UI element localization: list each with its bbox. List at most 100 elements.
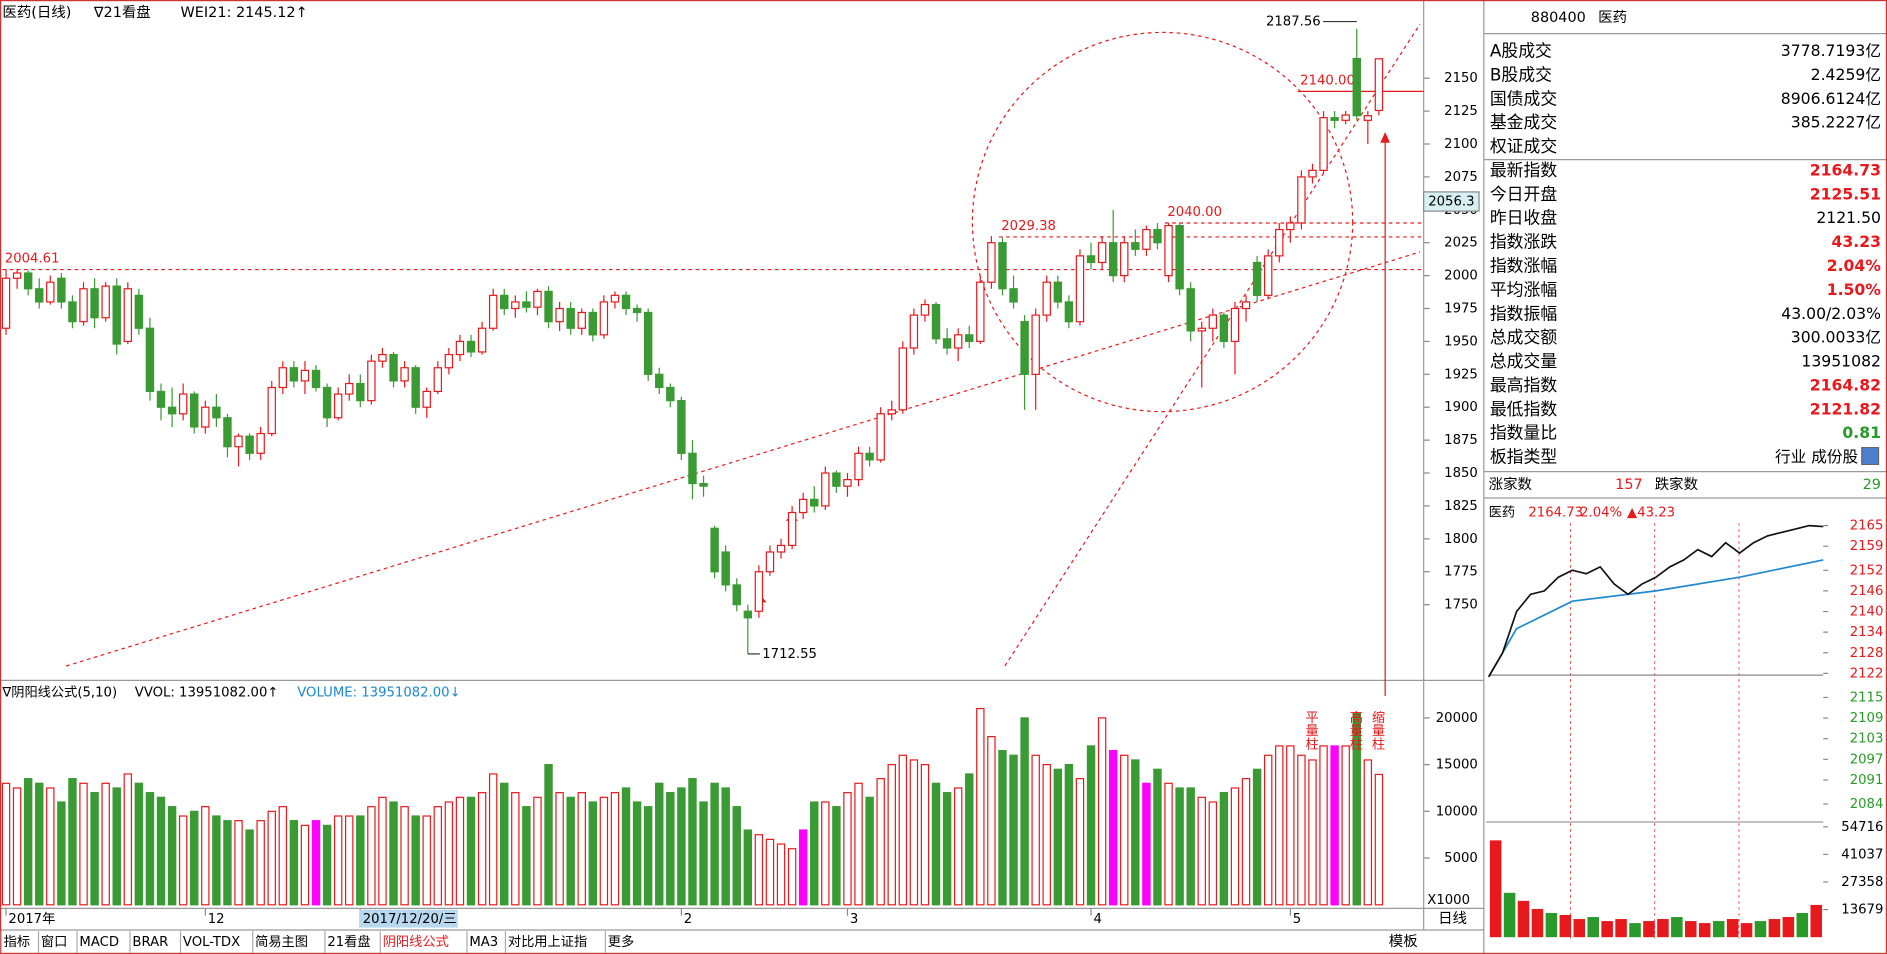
candle-body — [190, 393, 199, 428]
candle-body — [1363, 115, 1373, 121]
volume-bar — [356, 815, 365, 906]
intraday-volume-bar — [1587, 917, 1599, 938]
volume-bar — [1175, 787, 1184, 906]
toolbar-tab[interactable]: BRAR — [132, 935, 168, 950]
candle-body — [743, 610, 753, 619]
intraday-volume-bar — [1531, 908, 1544, 938]
volume-bar — [987, 735, 996, 906]
candle-body — [1297, 176, 1306, 224]
intraday-volume-bar — [1643, 921, 1655, 938]
price-level-label: 2004.61 — [5, 252, 60, 267]
candle-body — [998, 242, 1007, 290]
volume-bar — [588, 801, 598, 906]
candle-body — [134, 294, 144, 329]
y-tick-label: 13679 — [1841, 903, 1883, 918]
chart-tab[interactable]: ∇21看盘 — [93, 3, 151, 21]
volume-bar — [909, 759, 919, 906]
volume-bar — [1009, 754, 1018, 906]
volume-bar — [643, 806, 653, 906]
candle-body — [577, 311, 586, 329]
candle-body — [555, 307, 564, 323]
candle-body — [688, 452, 697, 485]
candle-body — [643, 311, 653, 375]
candle-body — [732, 584, 741, 606]
candle-body — [267, 386, 276, 435]
candle-body — [909, 314, 919, 349]
toolbar-tab[interactable]: MACD — [79, 935, 119, 950]
volume-bar — [1186, 787, 1195, 906]
toolbar-tab[interactable]: 21看盘 — [327, 933, 370, 950]
quote-value: 385.2227亿 — [1791, 114, 1881, 132]
volume-bar — [699, 801, 708, 906]
quote-label: 总成交额 — [1490, 327, 1558, 347]
volume-bar — [1053, 768, 1063, 906]
quote-label: 指数涨幅 — [1490, 256, 1557, 276]
candle-body — [178, 393, 188, 415]
y-tick-label: 2075 — [1444, 170, 1478, 185]
toolbar-tab[interactable]: 简易主图 — [255, 933, 308, 950]
candle-body — [876, 413, 885, 461]
volume-bar — [1330, 745, 1339, 906]
candle-body — [544, 290, 553, 323]
candle-body — [123, 288, 133, 343]
y-tick-label: 1925 — [1444, 367, 1478, 382]
volume-bar — [876, 778, 885, 906]
volume-bar — [245, 829, 254, 906]
y-tick-label: 2025 — [1444, 236, 1478, 251]
toolbar-tab[interactable]: 更多 — [608, 933, 634, 950]
candle-body — [23, 272, 33, 290]
candle-body — [1330, 117, 1339, 121]
volume-bar — [1131, 759, 1140, 906]
candle-body — [234, 435, 243, 448]
toolbar-tab[interactable]: 指标 — [4, 934, 30, 950]
candle-body — [1263, 255, 1273, 296]
toolbar-tab[interactable]: VOL-TDX — [183, 935, 240, 950]
intraday-volume-bar — [1657, 919, 1669, 938]
volume-bar — [488, 773, 498, 906]
volume-bar — [632, 801, 642, 906]
quote-value: 43.00/2.03% — [1781, 305, 1881, 323]
volume-bar — [1219, 792, 1229, 906]
volume-bar — [898, 754, 908, 906]
candle-body — [378, 353, 387, 362]
x-tick-label: 12 — [208, 912, 225, 927]
volume-bar — [1374, 773, 1384, 906]
volume-bar — [976, 707, 985, 906]
toolbar-tab[interactable]: 对比用上证指 — [508, 934, 587, 950]
volume-bar — [655, 782, 664, 906]
candle-body — [810, 498, 819, 507]
volume-bar — [278, 806, 288, 906]
candle-body — [1131, 242, 1140, 250]
y-tick-label: 1825 — [1444, 499, 1478, 514]
volume-bar — [477, 792, 487, 906]
toolbar-tab[interactable]: MA3 — [469, 935, 498, 950]
volume-bar — [1263, 754, 1273, 906]
toolbar-tab[interactable]: 窗口 — [41, 933, 67, 950]
board-icon[interactable] — [1861, 447, 1880, 465]
candle-body — [898, 347, 908, 411]
candle-body — [1352, 57, 1361, 117]
candle-body — [1020, 321, 1029, 375]
candle-body — [112, 285, 121, 345]
volume-scale: X1000 — [1427, 893, 1470, 908]
y-tick-label: 2146 — [1850, 584, 1884, 599]
quote-label: 权证成交 — [1490, 136, 1558, 156]
intraday-volume-bar — [1545, 912, 1558, 938]
volume-bar — [854, 782, 863, 906]
quote-code: 880400 — [1531, 10, 1586, 26]
volume-bar — [1230, 787, 1240, 906]
volume-bar — [35, 782, 44, 906]
toolbar-tab[interactable]: 阴阳线公式 — [383, 934, 449, 950]
breadth-down: 29 — [1863, 477, 1881, 493]
candle-body — [677, 400, 686, 454]
period-label[interactable]: 日线 — [1438, 910, 1467, 927]
y-tick-label: 2152 — [1850, 563, 1884, 578]
volume-bar — [544, 764, 553, 906]
volume-bar — [333, 815, 343, 906]
candle-body — [965, 334, 974, 343]
candle-body — [455, 340, 465, 356]
quote-value: 0.81 — [1842, 424, 1881, 442]
candle-body — [920, 303, 930, 316]
candle-body — [942, 338, 952, 349]
template-button[interactable]: 模板 — [1389, 932, 1418, 950]
